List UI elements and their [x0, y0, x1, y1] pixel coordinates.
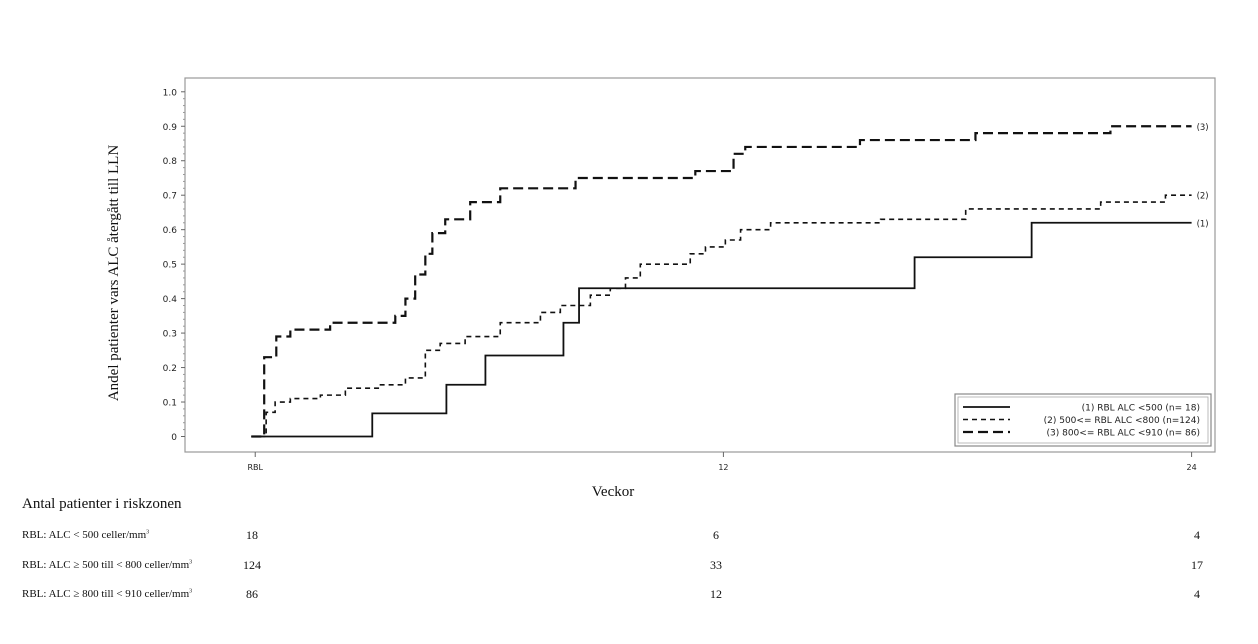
series-2-line	[251, 194, 1192, 438]
risk-row-label-text: RBL: ALC < 500 celler/mm	[22, 529, 147, 541]
risk-count: 4	[1194, 587, 1200, 601]
y-tick-label: 0.1	[163, 399, 177, 409]
x-tick-label: 24	[1186, 463, 1196, 472]
legend-label-1: (1) RBL ALC <500 (n= 18)	[1082, 404, 1200, 414]
legend-label-3: (3) 800<= RBL ALC <910 (n= 86)	[1046, 429, 1200, 439]
series-3-end-label: (3)	[1197, 123, 1209, 133]
y-axis-label: Andel patienter vars ALC återgått till L…	[106, 145, 122, 401]
series-3-line	[251, 125, 1192, 438]
legend-inner	[957, 396, 1209, 444]
y-tick-label: 0.8	[163, 157, 178, 167]
risk-count: 17	[1191, 558, 1203, 572]
legend-label-2: (2) 500<= RBL ALC <800 (n=124)	[1044, 416, 1200, 426]
risk-count: 33	[710, 558, 722, 572]
x-axis-label: Veckor	[592, 484, 634, 500]
y-tick-label: 0.9	[163, 123, 178, 133]
y-tick-label: 0	[171, 433, 177, 443]
plot-frame	[184, 77, 1216, 453]
y-tick-label: 0.7	[163, 192, 177, 202]
y-tick-label: 0.3	[163, 330, 177, 340]
series-1-end-label: (1)	[1197, 219, 1209, 229]
series-1-line	[251, 221, 1192, 438]
superscript: 3	[189, 559, 193, 566]
y-tick-label: 0.4	[163, 295, 178, 305]
risk-count: 6	[713, 528, 719, 542]
y-tick-label: 1.0	[163, 88, 178, 98]
superscript: 3	[146, 529, 150, 536]
risk-row-label: RBL: ALC < 500 celler/mm3	[22, 529, 149, 541]
risk-count: 124	[243, 558, 261, 572]
risk-table-title: Antal patienter i riskzonen	[22, 496, 182, 512]
risk-row-label-text: RBL: ALC ≥ 500 till < 800 celler/mm	[22, 559, 190, 571]
legend-box	[954, 393, 1212, 447]
superscript: 3	[189, 588, 193, 595]
y-tick-label: 0.6	[163, 226, 178, 236]
x-tick-label: 12	[718, 463, 728, 472]
y-tick-label: 0.2	[163, 364, 177, 374]
series-2-end-label: (2)	[1197, 192, 1209, 202]
y-tick-label: 0.5	[163, 261, 177, 271]
risk-count: 12	[710, 587, 722, 601]
risk-row-label-text: RBL: ALC ≥ 800 till < 910 celler/mm	[22, 588, 190, 600]
risk-row-label: RBL: ALC ≥ 800 till < 910 celler/mm3	[22, 588, 192, 600]
x-tick-label: RBL	[247, 463, 263, 472]
risk-count: 86	[246, 587, 258, 601]
risk-row-label: RBL: ALC ≥ 500 till < 800 celler/mm3	[22, 559, 192, 571]
risk-count: 18	[246, 528, 258, 542]
risk-count: 4	[1194, 528, 1200, 542]
